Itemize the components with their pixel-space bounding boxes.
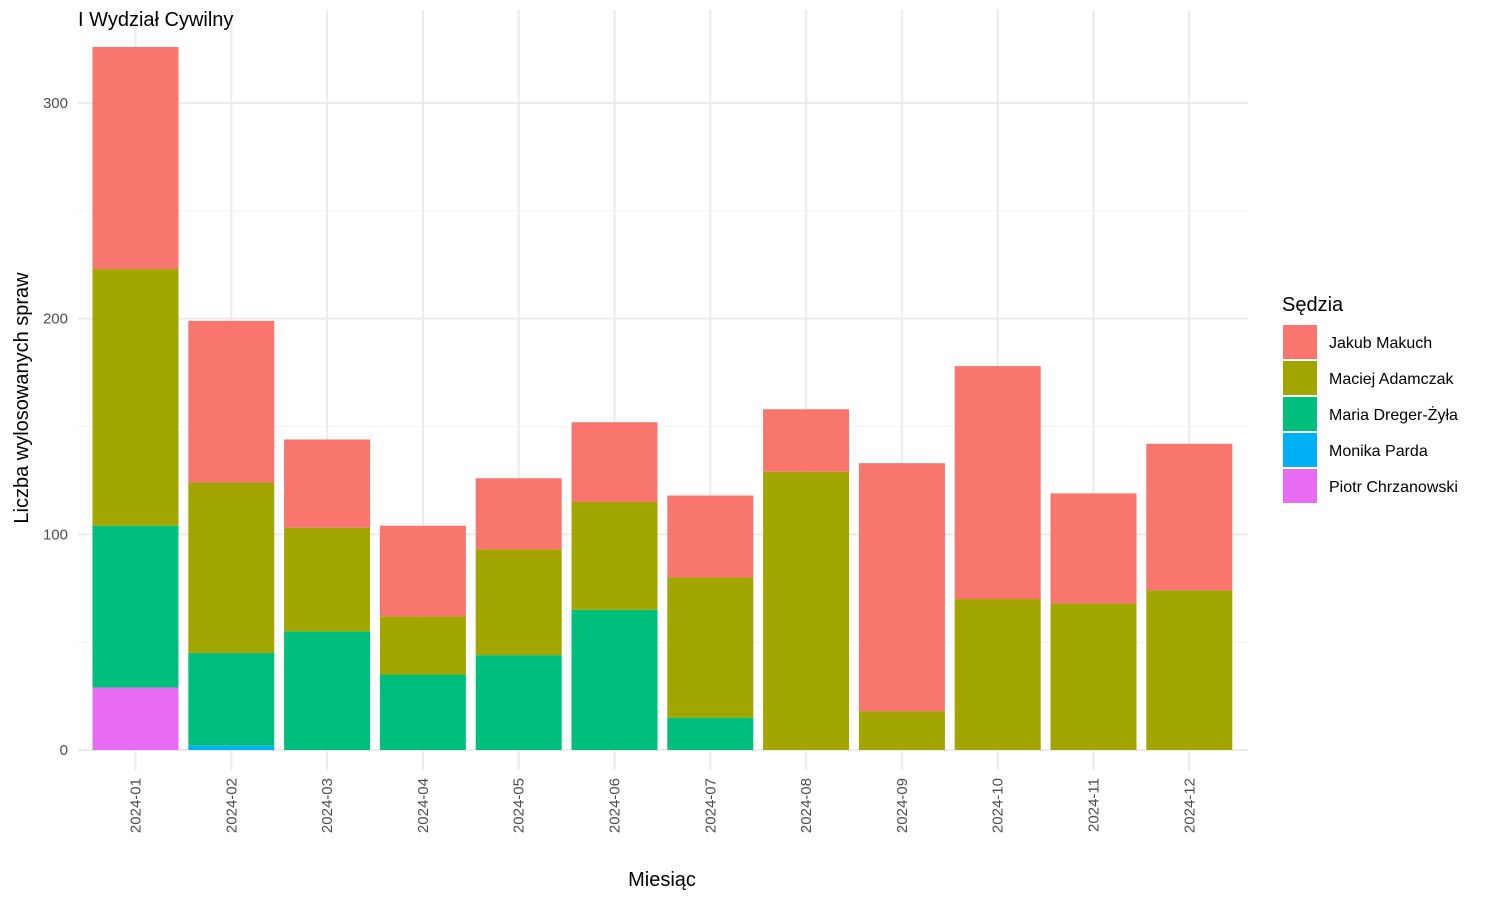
bar-segment: [1146, 590, 1233, 750]
y-axis-title: Liczba wylosowanych spraw: [11, 272, 33, 524]
bar-segment: [571, 422, 658, 502]
x-tick-label: 2024-02: [223, 778, 240, 833]
legend-swatch: [1283, 361, 1317, 395]
y-axis-ticks: 0 100 200 300: [43, 95, 68, 759]
bar-segment: [188, 745, 275, 750]
legend-label: Maciej Adamczak: [1329, 371, 1454, 388]
y-tick-label: 300: [43, 95, 68, 112]
legend: Sędzia Jakub Makuch Maciej Adamczak Maria …: [1282, 294, 1458, 503]
bar-segment: [92, 46, 179, 270]
x-tick-label: 2024-07: [702, 778, 719, 833]
bar-segment: [379, 674, 466, 750]
bar-segment: [763, 409, 850, 472]
bar-segment: [954, 599, 1041, 750]
bar-segment: [667, 577, 754, 718]
bar-segment: [379, 525, 466, 617]
x-tick-label: 2024-11: [1086, 778, 1103, 832]
legend-items: Jakub Makuch Maciej Adamczak Maria Dreger-…: [1283, 325, 1458, 503]
bar-segment: [92, 525, 179, 688]
legend-label: Maria Dreger-Żyła: [1329, 405, 1458, 424]
y-tick-label: 100: [43, 526, 68, 543]
x-tick-label: 2024-05: [511, 778, 528, 833]
x-tick-label: 2024-10: [990, 778, 1007, 833]
x-axis-ticks: 2024-01 2024-02 2024-03 2024-04 2024-05 2024-…: [128, 778, 1199, 833]
bar-segment: [475, 549, 562, 656]
bar-segment: [475, 478, 562, 550]
bar-segment: [92, 269, 179, 526]
bar-segment: [92, 687, 179, 750]
y-tick-label: 0: [60, 742, 68, 759]
bar-segment: [475, 655, 562, 750]
bar-segment: [188, 482, 275, 653]
bar-segment: [188, 652, 275, 746]
bar-segment: [763, 471, 850, 750]
bar-segment: [667, 495, 754, 578]
legend-title: Sędzia: [1282, 294, 1344, 316]
bar-segment: [571, 501, 658, 610]
x-tick-label: 2024-01: [128, 778, 145, 833]
bar-segment: [667, 717, 754, 750]
bar-segment: [379, 616, 466, 675]
x-axis-title: Miesiąc: [628, 869, 696, 891]
legend-label: Monika Parda: [1329, 443, 1428, 460]
legend-label: Piotr Chrzanowski: [1329, 479, 1458, 496]
legend-swatch: [1283, 469, 1317, 503]
bar-segment: [284, 631, 371, 750]
legend-swatch: [1283, 397, 1317, 431]
bar-segment: [1146, 443, 1233, 591]
bar-segment: [284, 527, 371, 632]
x-tick-label: 2024-09: [894, 778, 911, 833]
legend-swatch: [1283, 433, 1317, 467]
chart-title: I Wydział Cywilny: [78, 9, 233, 31]
bar-segment: [954, 366, 1041, 600]
legend-label: Jakub Makuch: [1329, 335, 1432, 352]
legend-swatch: [1283, 325, 1317, 359]
x-tick-label: 2024-04: [415, 778, 432, 833]
bar-segment: [571, 609, 658, 750]
bar-segment: [188, 320, 275, 483]
bars: [92, 46, 1233, 750]
bar-segment: [1050, 603, 1137, 750]
x-tick-label: 2024-06: [607, 778, 624, 833]
bar-segment: [858, 711, 945, 750]
bar-segment: [1050, 493, 1137, 604]
y-tick-label: 200: [43, 311, 68, 328]
x-tick-label: 2024-08: [798, 778, 815, 833]
x-tick-label: 2024-03: [319, 778, 336, 833]
x-tick-label: 2024-12: [1181, 778, 1198, 833]
bar-segment: [858, 463, 945, 712]
bar-segment: [284, 439, 371, 528]
